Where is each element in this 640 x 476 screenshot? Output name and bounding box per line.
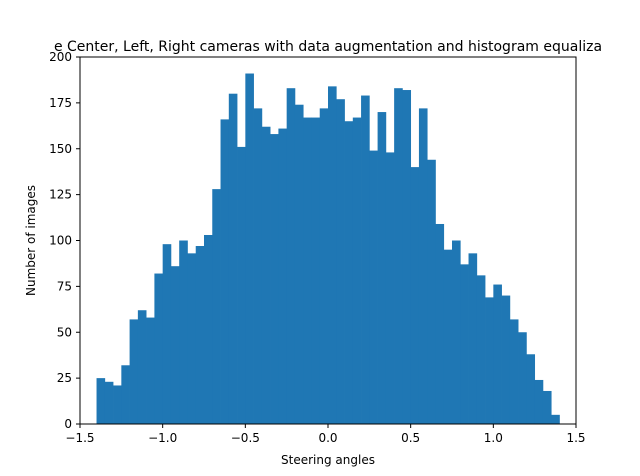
histogram-bar	[154, 273, 164, 424]
x-tick-label: −1.0	[148, 431, 177, 445]
x-tick-label: 0.0	[318, 431, 337, 445]
x-tick-label: −1.5	[65, 431, 94, 445]
histogram-bar	[162, 244, 172, 424]
y-tick-label: 25	[57, 371, 72, 385]
y-axis: 0 25 50 75 100 125 150 175 200	[49, 50, 80, 431]
histogram-bar	[509, 319, 519, 424]
histogram-bar	[179, 240, 188, 424]
y-tick-label: 0	[64, 417, 72, 431]
x-tick-label: 1.5	[566, 431, 585, 445]
histogram-bar	[237, 146, 246, 425]
histogram-bar	[96, 378, 106, 424]
histogram-bar	[501, 295, 511, 424]
histogram-bar	[361, 95, 370, 424]
histogram-bar	[113, 385, 122, 424]
histogram-bar	[336, 99, 345, 424]
y-tick-label: 125	[49, 188, 72, 202]
histogram-bar	[418, 108, 428, 424]
histogram-bar	[121, 365, 130, 424]
histogram-bar	[278, 128, 288, 424]
histogram-bar	[261, 126, 271, 424]
histogram-bar	[452, 240, 461, 424]
histogram-bar	[435, 223, 445, 424]
histogram-bar	[427, 159, 436, 424]
y-axis-label: Number of images	[24, 185, 38, 296]
histogram-bar	[294, 104, 304, 425]
histogram-bar	[195, 246, 205, 424]
histogram-bar	[204, 234, 213, 424]
histogram-bar	[526, 354, 536, 424]
histogram-bar	[170, 266, 180, 424]
histogram-bar	[245, 73, 254, 424]
y-tick-label: 200	[49, 50, 72, 64]
histogram-bar	[551, 414, 560, 424]
histogram-bar	[460, 264, 469, 424]
histogram-bar	[476, 275, 486, 424]
histogram-bar	[104, 381, 114, 424]
histogram-bars	[96, 73, 560, 425]
histogram-bar	[212, 189, 221, 424]
histogram-bar	[187, 253, 197, 424]
x-axis: −1.5 −1.0 −0.5 0.0 0.5 1.0 1.5	[65, 424, 586, 445]
histogram-bar	[493, 284, 502, 424]
histogram-bar	[410, 167, 420, 424]
histogram-bar	[303, 117, 312, 425]
x-tick-label: 0.5	[401, 431, 420, 445]
histogram-bar	[228, 93, 238, 424]
x-tick-label: −0.5	[231, 431, 260, 445]
histogram-bar	[129, 319, 139, 424]
histogram-bar	[485, 297, 494, 424]
y-tick-label: 150	[49, 142, 72, 156]
histogram-bar	[534, 379, 544, 424]
histogram-bar	[377, 112, 387, 425]
histogram-bar	[311, 117, 321, 425]
histogram-bar	[270, 134, 279, 424]
histogram-bar	[220, 119, 230, 424]
histogram-bar	[394, 88, 403, 424]
histogram-bar	[253, 108, 263, 424]
chart-title: e Center, Left, Right cameras with data …	[54, 39, 602, 55]
y-tick-label: 100	[49, 234, 72, 248]
histogram-bar	[385, 152, 395, 425]
histogram-bar	[369, 150, 378, 424]
histogram-bar	[443, 249, 453, 424]
histogram-bar	[542, 390, 552, 424]
histogram-bar	[319, 108, 329, 424]
x-axis-label: Steering angles	[281, 453, 375, 467]
histogram-bar	[468, 253, 478, 424]
histogram-bar	[286, 88, 296, 424]
histogram-bar	[328, 86, 337, 425]
histogram-bar	[518, 332, 527, 424]
histogram-bar	[146, 317, 155, 424]
y-tick-label: 175	[49, 96, 72, 110]
histogram-bar	[352, 117, 362, 425]
y-tick-label: 50	[57, 325, 72, 339]
histogram-bar	[344, 121, 354, 424]
x-tick-label: 1.0	[484, 431, 503, 445]
histogram-bar	[402, 90, 412, 424]
histogram-bar	[137, 310, 147, 424]
y-tick-label: 75	[57, 279, 72, 293]
